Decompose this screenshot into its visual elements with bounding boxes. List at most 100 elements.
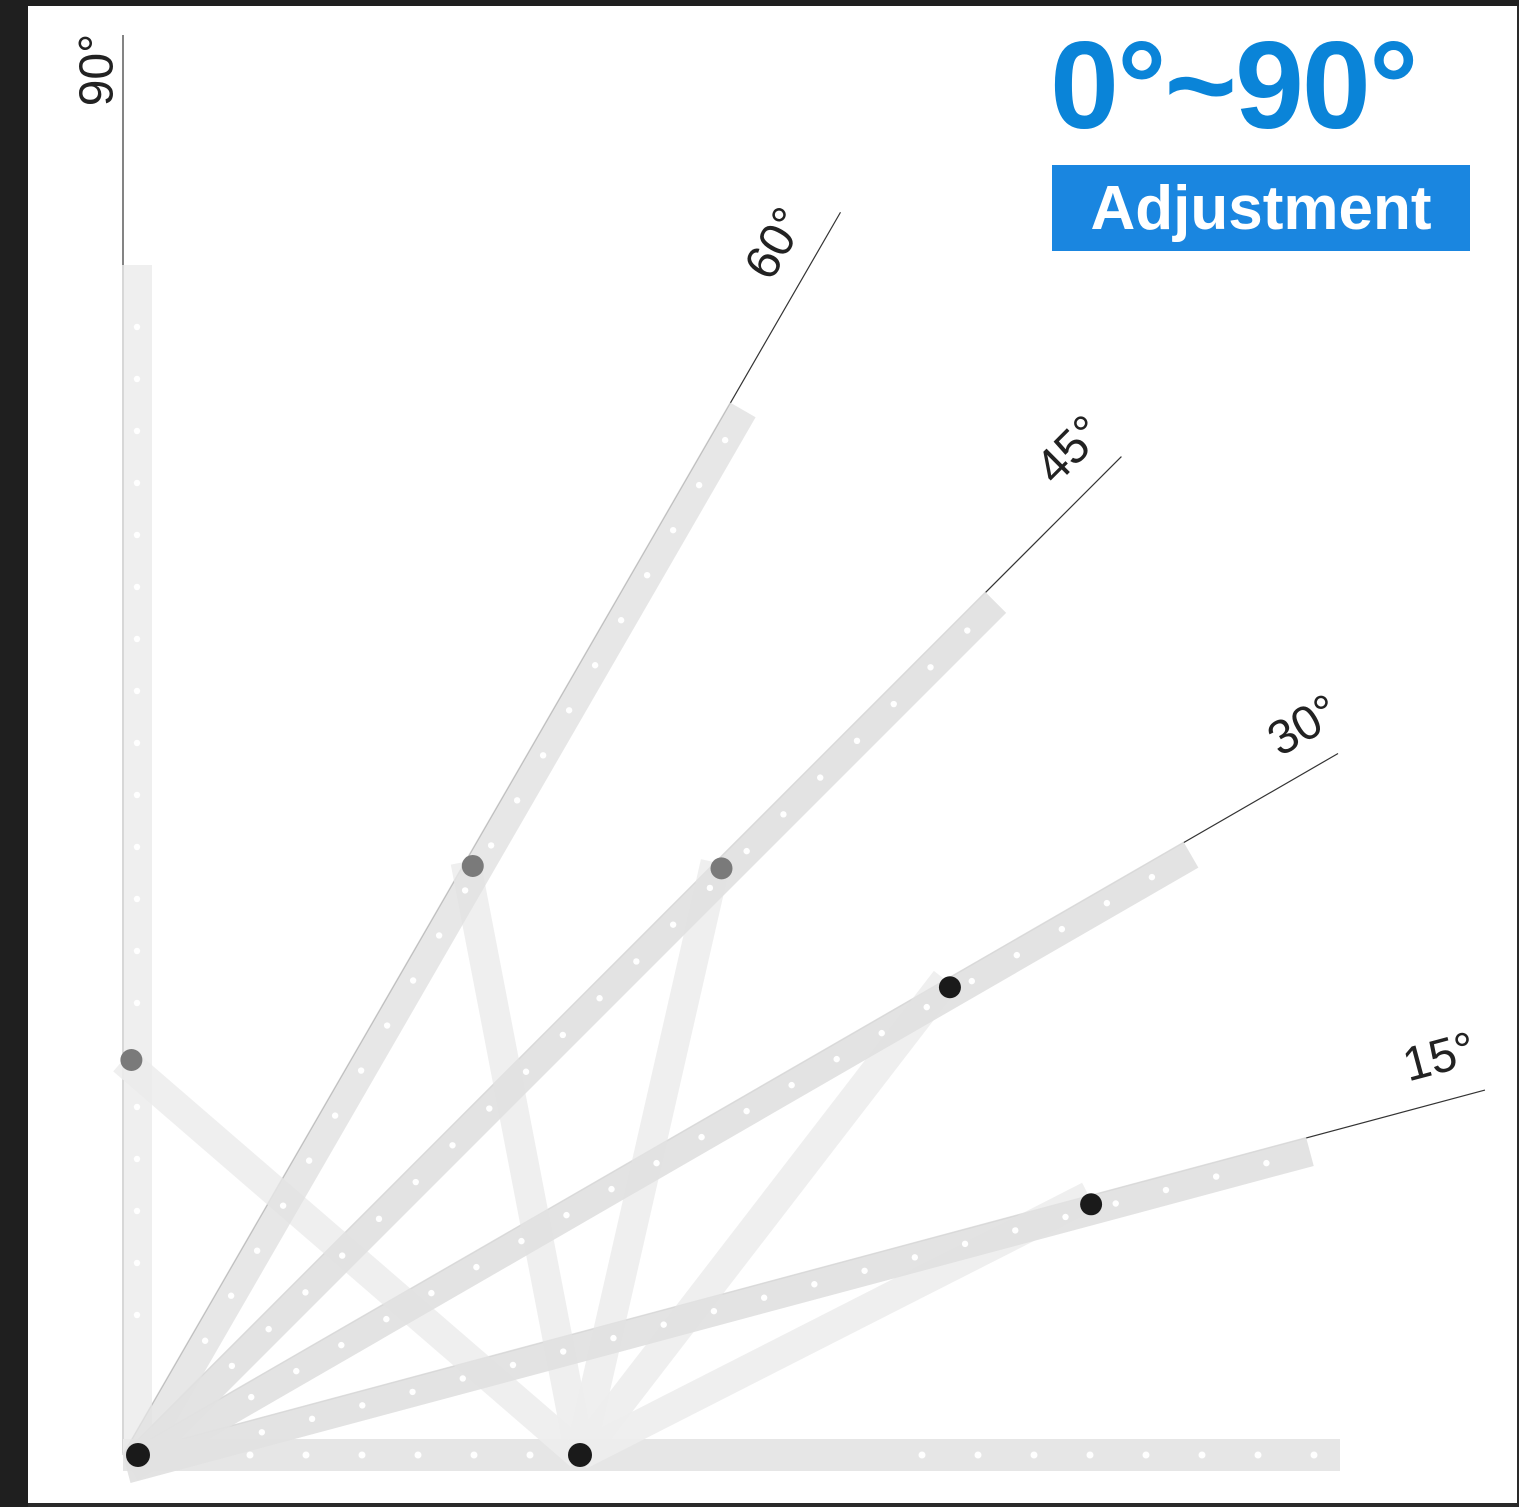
arm-hole xyxy=(302,1289,309,1296)
arm-hole xyxy=(228,1362,236,1370)
arm-hole xyxy=(383,1022,391,1029)
arm-hole xyxy=(760,1294,768,1301)
arm-hole xyxy=(617,617,625,624)
angle-label-30: 30° xyxy=(1259,684,1348,766)
arm-hole xyxy=(339,1252,346,1259)
arm-hole xyxy=(643,571,651,579)
arm-hole xyxy=(1310,1451,1318,1459)
adjustment-badge: Adjustment xyxy=(1052,165,1470,251)
arm-hole xyxy=(409,977,417,984)
diagram-canvas xyxy=(28,6,1519,1503)
arm-hole xyxy=(1013,951,1021,959)
mid-pivot xyxy=(568,1443,592,1467)
bracket-arms xyxy=(113,265,1340,1484)
arm-hole xyxy=(565,707,573,714)
arm-hole xyxy=(669,921,677,928)
arm-hole xyxy=(1198,1451,1206,1459)
arm-hole xyxy=(518,1237,525,1245)
arm-hole xyxy=(974,1451,982,1459)
arm-hole xyxy=(695,481,703,489)
arm-hole xyxy=(133,843,141,851)
arm-hole xyxy=(461,887,469,894)
arm-hole xyxy=(305,1157,313,1164)
arm-hole xyxy=(248,1393,255,1401)
arm-hole xyxy=(133,1207,141,1215)
arm-hole xyxy=(246,1451,254,1459)
arm-hole xyxy=(435,932,443,939)
arm-hole xyxy=(293,1367,300,1375)
arm-hole xyxy=(706,884,714,892)
arm-hole xyxy=(449,1142,456,1149)
arm-hole xyxy=(133,375,141,383)
arm-hole xyxy=(133,1311,141,1319)
angle-label-90: 90° xyxy=(71,34,124,107)
arm-hole xyxy=(133,635,141,643)
arm-hole xyxy=(743,847,750,855)
arm-hole xyxy=(743,1107,750,1115)
support-strut-30 xyxy=(568,970,958,1465)
arm-hole xyxy=(1162,1186,1170,1194)
arm-hole xyxy=(279,1202,287,1209)
arm-hole xyxy=(923,1003,930,1011)
arm-hole xyxy=(817,774,824,781)
arm-hole xyxy=(459,1375,466,1382)
arm-hole xyxy=(509,1361,517,1369)
arm-hole xyxy=(358,1451,366,1459)
arm-hole xyxy=(133,583,141,591)
arm-hole xyxy=(968,977,975,985)
arm-hole xyxy=(133,323,141,331)
frame-border xyxy=(28,1503,1519,1507)
origin-pivot xyxy=(126,1443,150,1467)
arm-hole xyxy=(133,739,141,747)
arm-hole xyxy=(133,531,141,539)
arm-hole xyxy=(133,687,141,695)
arm-hole xyxy=(1212,1173,1220,1180)
arm-hole xyxy=(522,1068,530,1075)
range-title: 0°~90° xyxy=(1050,17,1418,155)
arm-hole xyxy=(412,1178,419,1186)
arm-hole xyxy=(1148,873,1156,881)
arm-hole xyxy=(227,1292,235,1299)
arm-hole xyxy=(359,1402,366,1409)
arm-hole xyxy=(383,1315,390,1323)
arm-hole xyxy=(539,752,547,759)
arm-hole xyxy=(1062,1213,1069,1221)
arm-hole xyxy=(927,664,934,671)
arm-hole xyxy=(526,1451,534,1459)
arm-hole xyxy=(133,427,141,435)
arm-hole xyxy=(911,1254,919,1261)
knob-15 xyxy=(1080,1193,1103,1216)
arm-hole xyxy=(833,1055,840,1063)
arm-hole xyxy=(513,797,521,804)
arm-hole xyxy=(1058,925,1066,933)
arm-hole xyxy=(918,1451,926,1459)
arm-hole xyxy=(487,842,495,849)
arm-hole xyxy=(559,1031,567,1039)
arm-hole xyxy=(1086,1451,1094,1459)
arm-hole xyxy=(133,1103,141,1111)
arm-hole xyxy=(1254,1451,1262,1459)
arm-hole xyxy=(473,1263,480,1271)
arm-hole xyxy=(610,1334,617,1342)
arm-hole xyxy=(357,1067,365,1074)
arm-hole xyxy=(1263,1159,1270,1167)
arm-hole xyxy=(961,1240,969,1248)
arm-hole xyxy=(331,1112,339,1119)
arm-hole xyxy=(428,1289,435,1297)
arm-hole xyxy=(1030,1451,1038,1459)
arm-hole xyxy=(470,1451,478,1459)
arm-hole xyxy=(414,1451,422,1459)
arm-hole xyxy=(710,1307,718,1315)
arm-hole xyxy=(1012,1227,1019,1234)
arm-hole xyxy=(253,1247,261,1254)
arm-hole xyxy=(964,627,971,634)
arm-hole xyxy=(486,1105,493,1112)
arm-hole xyxy=(133,1155,141,1163)
arm-hole xyxy=(653,1159,660,1167)
arm-hole xyxy=(133,791,141,799)
angle-label-45: 45° xyxy=(1026,406,1115,495)
arm-hole xyxy=(563,1211,570,1219)
arm-hole xyxy=(375,1215,383,1223)
knob-45 xyxy=(710,857,733,880)
arm-hole xyxy=(890,700,897,708)
